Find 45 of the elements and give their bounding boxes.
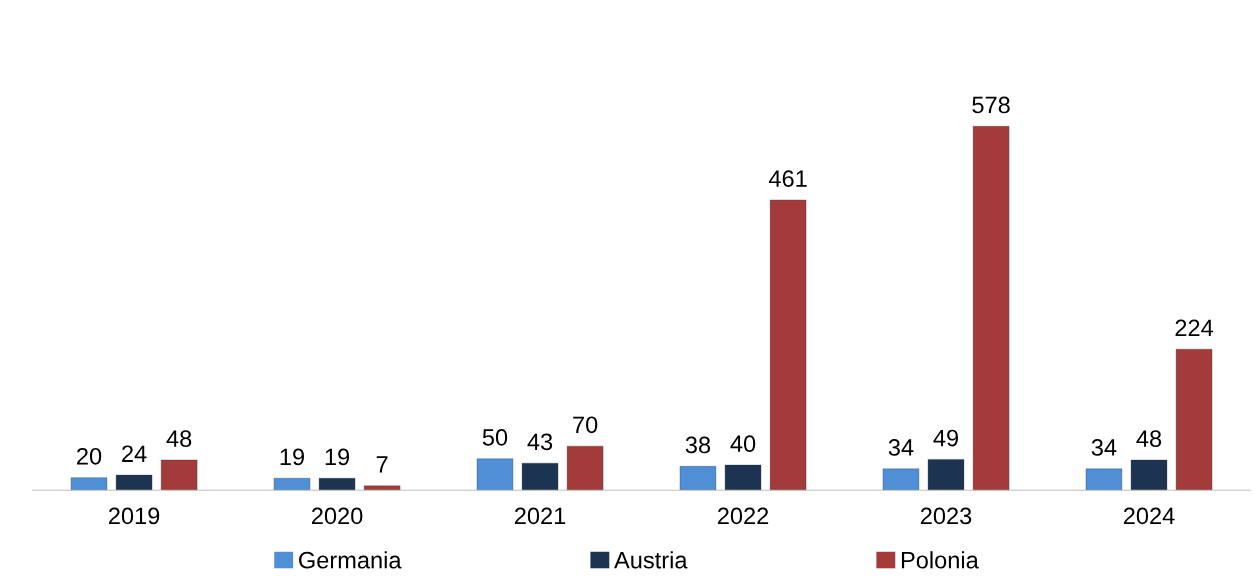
x-tick-label: 2023 (920, 507, 972, 525)
bar (273, 477, 311, 491)
bar (927, 458, 965, 491)
bar (318, 477, 356, 491)
bar (882, 468, 920, 491)
legend-label: Polonia (901, 551, 979, 569)
bar (160, 459, 198, 491)
data-label: 7 (376, 456, 388, 473)
bar (363, 485, 401, 491)
data-label: 461 (768, 170, 807, 187)
bar (476, 458, 514, 491)
x-tick-label: 2020 (311, 507, 363, 525)
legend-label: Austria (614, 551, 688, 569)
data-label: 19 (325, 448, 350, 466)
data-label: 20 (77, 447, 102, 465)
data-label: 19 (280, 448, 305, 466)
bar (1130, 459, 1168, 491)
bar (521, 462, 559, 491)
data-label: 48 (166, 430, 192, 448)
bar (679, 465, 717, 491)
bar (769, 199, 807, 491)
data-label: 48 (1136, 430, 1162, 448)
data-label: 34 (1091, 439, 1117, 456)
data-label: 40 (730, 435, 756, 453)
bar (1175, 348, 1213, 491)
x-tick-label: 2022 (717, 507, 769, 525)
data-label: 578 (972, 96, 1010, 114)
x-tick-label: 2024 (1123, 507, 1175, 525)
bar (724, 464, 762, 491)
data-label: 34 (888, 439, 914, 456)
bar (566, 445, 604, 491)
data-label: 224 (1175, 319, 1214, 336)
bar (70, 477, 108, 491)
bar (972, 125, 1010, 491)
data-label: 43 (527, 433, 553, 451)
bar (1085, 468, 1123, 491)
data-label: 49 (933, 429, 959, 447)
x-tick-label: 2021 (514, 507, 566, 525)
data-label: 50 (482, 429, 508, 446)
legend-label: Germania (299, 551, 402, 569)
x-tick-label: 2019 (109, 507, 160, 525)
data-label: 38 (685, 436, 711, 454)
data-label: 70 (573, 416, 598, 434)
bar (115, 474, 153, 491)
data-label: 24 (122, 445, 147, 462)
